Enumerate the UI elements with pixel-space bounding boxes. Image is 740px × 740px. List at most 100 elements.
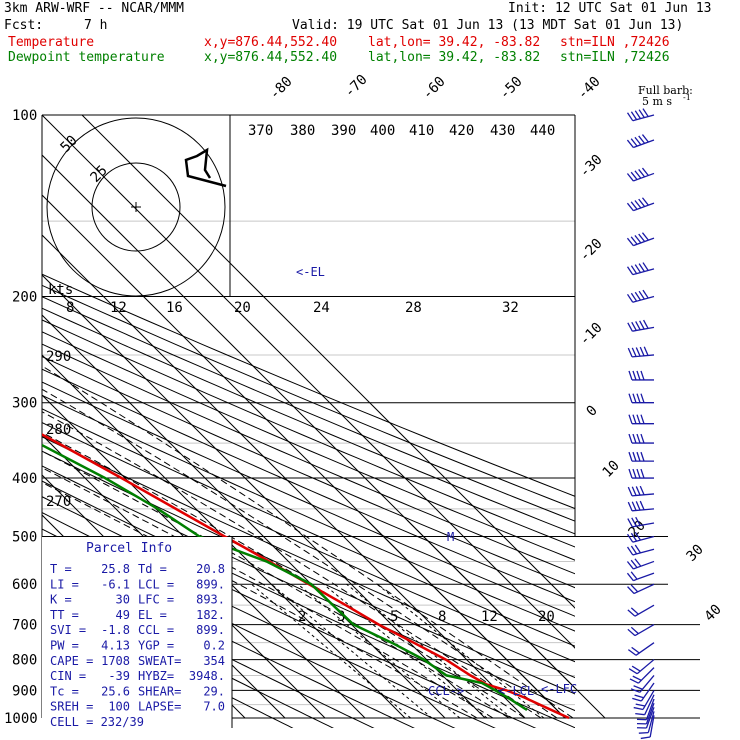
- barb-shaft: [633, 139, 655, 149]
- mixing-ratio-line: [271, 583, 433, 719]
- barb-flag: [631, 665, 641, 672]
- wind-barb: [628, 393, 654, 404]
- parcel-value: 20.8: [196, 562, 225, 576]
- forecast-value: 7 h: [84, 18, 108, 33]
- barb-flag: [634, 110, 642, 119]
- parcel-value: 354: [203, 654, 225, 668]
- theta-label: 390: [331, 123, 356, 139]
- barb-flag: [628, 468, 633, 479]
- barb-flag: [638, 169, 646, 178]
- parcel-value: 899.: [196, 577, 225, 591]
- barb-shaft: [644, 694, 655, 715]
- barb-flag: [639, 346, 645, 357]
- barb-flag: [626, 561, 634, 570]
- pressure-label: 400: [12, 471, 37, 487]
- isotherm-label: -80: [267, 74, 296, 103]
- wind-barb: [629, 667, 655, 684]
- barb-flag: [636, 433, 641, 444]
- barb-flag: [626, 237, 634, 247]
- barb-shaft: [633, 172, 655, 182]
- parcel-background: [42, 537, 232, 728]
- isotherm: [42, 115, 575, 649]
- barb-flag: [639, 500, 645, 511]
- dry-adiabat: [42, 394, 575, 632]
- isotherm-label: -40: [575, 74, 604, 103]
- barb-shaft: [633, 202, 655, 212]
- model-title: 3km ARW-WRF -- NCAR/MMM: [4, 1, 185, 16]
- parcel-info-box: Parcel Info T = 25.8 Td = 20.8 LI = -6.1 LCL = 8…: [42, 537, 233, 729]
- barb-flag: [640, 451, 645, 462]
- pressure-label: 500: [12, 529, 37, 545]
- parcel-value: 100: [108, 700, 130, 714]
- lfc-marker: <-LFC: [541, 682, 577, 696]
- temperature-profile: [42, 433, 570, 720]
- wind-barb: [626, 558, 655, 570]
- parcel-key: PW =: [50, 639, 79, 653]
- barb-shaft: [645, 707, 655, 729]
- barb-flag: [632, 468, 637, 479]
- isotherm-label: -60: [420, 74, 449, 103]
- barb-flag: [632, 451, 637, 462]
- barb-flag: [626, 139, 634, 148]
- barb-flag: [627, 649, 637, 656]
- barb-flag: [632, 697, 642, 702]
- wind-barb: [627, 624, 655, 637]
- isotherm-label: 40: [702, 602, 725, 625]
- parcel-key: CAPE =: [50, 654, 93, 668]
- barb-flag: [627, 322, 633, 332]
- barb-flag: [638, 135, 646, 144]
- parcel-title: Parcel Info: [86, 541, 172, 556]
- hodograph-ring: [46, 117, 226, 297]
- barb-flag: [638, 109, 645, 118]
- barb-flag: [627, 586, 635, 594]
- moist-adiabat: [42, 467, 494, 719]
- barb-flag: [643, 346, 649, 356]
- theta-label: 410: [409, 123, 434, 139]
- wind-barb: [628, 370, 654, 381]
- barb-flag: [630, 292, 638, 302]
- barb-flag: [626, 546, 634, 556]
- temperature-station: stn=ILN ,72426: [560, 35, 670, 50]
- barb-flag: [630, 688, 641, 693]
- barb-flag: [630, 265, 638, 274]
- barb-flag: [631, 517, 637, 527]
- mixing-ratio-lines: [251, 583, 545, 719]
- barb-flag: [628, 393, 633, 403]
- wind-barb: [627, 319, 655, 332]
- dry-adiabat: [42, 331, 575, 561]
- dry-adiabat: [42, 355, 575, 589]
- wind-barb: [627, 516, 655, 528]
- mixing-ratio-label: 8: [438, 609, 446, 625]
- moist-adiabat: [42, 388, 558, 719]
- barb-flag: [628, 370, 633, 381]
- barb-flag: [640, 414, 645, 424]
- barb-flag: [626, 293, 634, 303]
- barb-flag: [642, 289, 649, 299]
- hodograph-units: kts: [48, 282, 73, 298]
- barb-flag: [634, 200, 642, 209]
- barb-flag: [636, 451, 641, 462]
- isotherm-label: 30: [684, 542, 707, 565]
- barb-flag: [640, 433, 645, 444]
- parcel-key: T =: [50, 562, 72, 576]
- barb-flag: [630, 236, 638, 245]
- barb-shaft: [647, 711, 655, 733]
- parcel-key: LI =: [50, 577, 79, 591]
- barb-flag: [634, 531, 642, 541]
- isotherm-label: -30: [577, 152, 606, 181]
- wind-barb: [626, 167, 655, 182]
- parcel-value: 893.: [196, 593, 225, 607]
- parcel-key: Td =: [138, 562, 167, 576]
- barb-flag: [639, 320, 645, 330]
- barb-flag: [626, 112, 634, 122]
- parcel-key: K =: [50, 593, 72, 607]
- barb-flag: [640, 468, 645, 479]
- barb-flag: [630, 545, 638, 555]
- barb-shaft: [634, 624, 655, 637]
- theta-e-label: 32: [502, 300, 519, 316]
- parcel-value: 3948.: [189, 669, 225, 683]
- parcel-value: 4.13: [101, 639, 130, 653]
- barb-flag: [628, 414, 633, 424]
- barb-flag: [635, 712, 645, 716]
